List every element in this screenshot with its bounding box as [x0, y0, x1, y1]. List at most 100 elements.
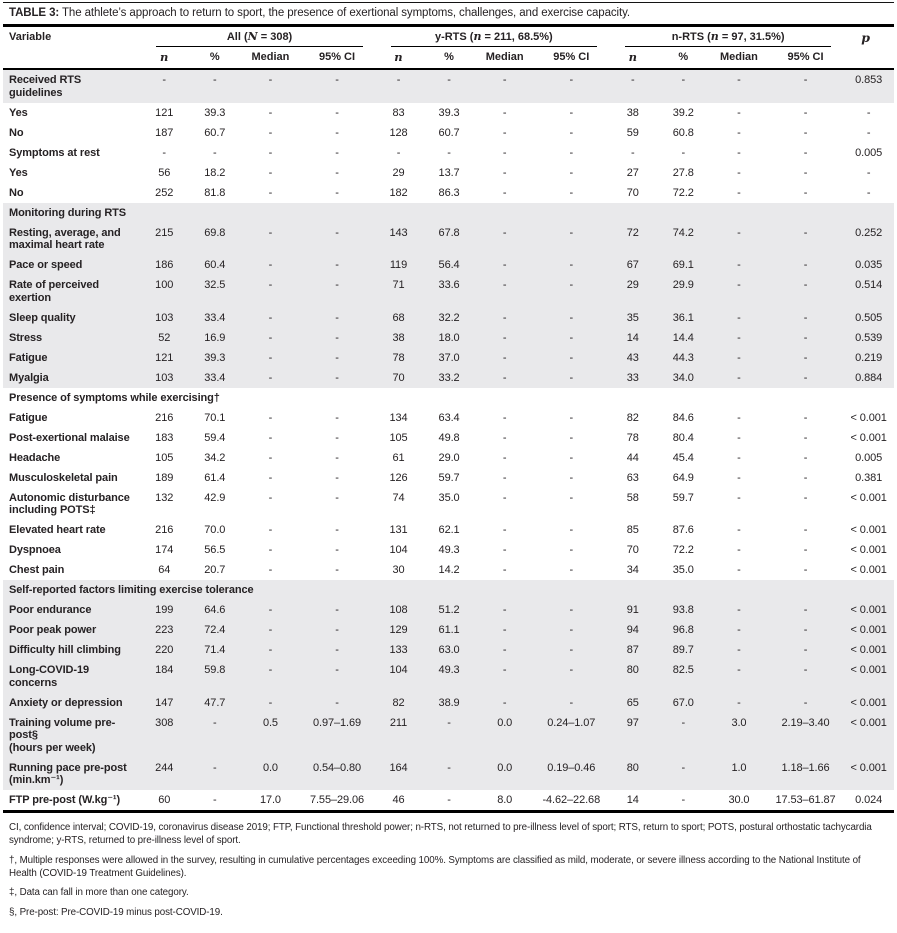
data-cell: -	[737, 259, 741, 271]
data-cell: -	[335, 331, 339, 344]
data-cell: -	[803, 166, 808, 179]
data-cell: 8.0	[497, 794, 513, 806]
table-row: Yes 121 39.3 - - 83 39.3 - - 38 39.2 - - -	[3, 103, 894, 123]
data-cell: -	[502, 564, 507, 576]
row-label: Rate of perceived exertion	[9, 279, 100, 304]
data-cell: 70	[626, 544, 639, 556]
data-cell: 0.0	[497, 761, 513, 774]
data-cell: -	[268, 259, 273, 271]
data-cell: 89.7	[672, 644, 694, 656]
data-cell: -	[268, 604, 273, 616]
data-cell: 81.8	[204, 186, 226, 199]
data-cell: -	[335, 664, 339, 676]
footnote: CI, confidence interval; COVID-19, coron…	[9, 822, 872, 846]
data-cell: -	[335, 279, 339, 291]
data-cell: -	[268, 186, 273, 199]
data-cell: 18.0	[438, 331, 460, 344]
data-cell: 38	[626, 106, 639, 119]
row-label: Running pace pre-post (min.km⁻¹)	[9, 761, 127, 787]
data-cell: -	[268, 106, 273, 119]
group-label-pre: y-RTS (	[434, 31, 474, 43]
section-header-row: Monitoring during RTS	[3, 202, 894, 223]
data-cell: -	[569, 166, 574, 179]
data-cell: -	[268, 411, 273, 424]
row-label: FTP pre-post (W.kg⁻¹)	[9, 794, 121, 806]
row-label-line2: including POTS‡	[9, 504, 96, 516]
data-cell: -	[569, 186, 574, 199]
data-cell: 72	[626, 226, 639, 239]
table-title: TABLE 3: The athlete’s approach to retur…	[3, 2, 894, 27]
data-cell: 67	[626, 259, 639, 271]
data-cell: -	[737, 664, 741, 676]
section-header-row: Self-reported factors limiting exercise …	[3, 580, 894, 600]
data-cell: -	[268, 564, 273, 576]
data-cell: 60	[158, 794, 171, 806]
p-value-cell: 0.853	[855, 74, 883, 86]
p-value-cell: < 0.001	[850, 624, 887, 636]
data-cell: 183	[155, 431, 174, 444]
section-label: Self-reported factors limiting exercise …	[9, 584, 254, 596]
p-value-cell: < 0.001	[850, 716, 887, 729]
data-cell: -	[569, 624, 574, 636]
data-cell: 147	[155, 696, 174, 709]
data-cell: -	[268, 696, 273, 709]
row-label: Pace or speed	[9, 259, 83, 271]
row-label: Stress	[9, 331, 43, 344]
data-cell: -	[737, 451, 741, 464]
data-cell: -	[335, 371, 339, 384]
data-cell: -	[737, 106, 741, 119]
data-cell: 65	[626, 696, 639, 709]
data-cell: 67.0	[672, 696, 694, 709]
data-cell: 14.4	[672, 331, 694, 344]
data-cell: -	[502, 331, 507, 344]
data-cell: -	[335, 644, 339, 656]
table-number-label: TABLE 3:	[9, 7, 60, 19]
data-cell: -	[502, 451, 507, 464]
row-label: No	[9, 186, 24, 199]
data-cell: -	[268, 664, 273, 676]
table-row: Rate of perceived exertion 100 32.5 - - 71 33.…	[3, 275, 894, 308]
col-subheader-n: n	[140, 47, 189, 70]
table-row: Elevated heart rate 216 70.0 - - 131 62.1 - - 85 8…	[3, 520, 894, 540]
col-subheader-pct: %	[656, 47, 711, 70]
data-cell: -	[335, 471, 339, 484]
data-cell: -	[502, 491, 507, 504]
data-cell: -	[213, 794, 217, 806]
row-label-line2: (hours per week)	[9, 741, 96, 754]
col-subheader-ci: 95% CI	[767, 47, 844, 70]
data-cell: 49.3	[438, 544, 460, 556]
p-value-cell: < 0.001	[850, 664, 887, 676]
data-cell: -	[569, 126, 574, 139]
p-value-cell: -	[866, 106, 871, 119]
data-cell: -	[737, 431, 741, 444]
data-cell: 186	[155, 259, 174, 271]
data-cell: -	[502, 279, 507, 291]
data-cell: 32.2	[438, 311, 460, 324]
data-cell: 20.7	[204, 564, 226, 576]
data-cell: -	[335, 226, 339, 239]
data-cell: -	[737, 351, 741, 364]
data-cell: -	[335, 451, 339, 464]
data-cell: 143	[389, 226, 408, 239]
data-cell: -	[502, 186, 507, 199]
data-cell: -	[569, 74, 574, 86]
data-cell: 82.5	[672, 664, 694, 676]
row-label: Training volume pre-post§ (hours per week…	[9, 716, 116, 754]
row-label: Headache	[9, 451, 61, 464]
data-cell: 94	[626, 624, 639, 636]
data-cell: 78	[392, 351, 405, 364]
data-cell: 0.0	[262, 761, 278, 774]
data-cell: 16.9	[204, 331, 226, 344]
data-cell: -	[502, 74, 507, 86]
data-cell: 33.4	[204, 371, 226, 384]
footnotes: CI, confidence interval; COVID-19, coron…	[3, 813, 894, 927]
table-row: Post-exertional malaise 183 59.4 - - 105 49.8 -…	[3, 428, 894, 448]
data-cell: 82	[626, 411, 639, 424]
data-cell: 86.3	[438, 186, 460, 199]
col-subheader-median: Median	[710, 47, 768, 70]
p-value-cell: < 0.001	[850, 411, 887, 424]
data-cell: -	[737, 524, 741, 536]
p-value-cell: < 0.001	[850, 491, 887, 504]
footnote: †, Multiple responses were allowed in th…	[9, 854, 861, 879]
